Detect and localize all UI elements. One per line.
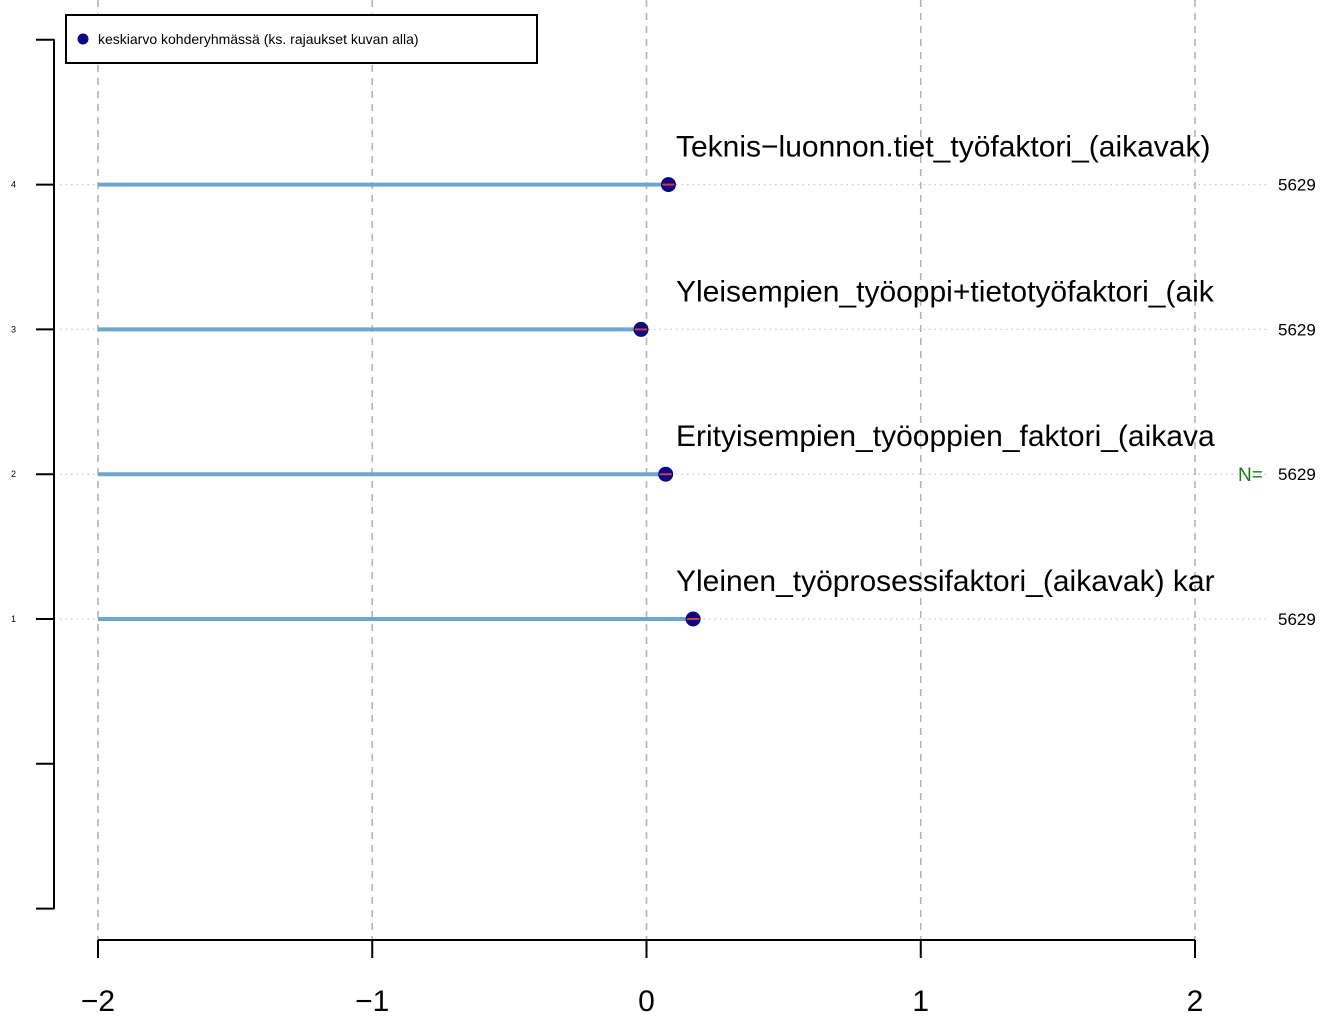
x-tick-label: −2	[81, 985, 115, 1016]
data-marks	[98, 177, 701, 627]
axes: −2 −1 0 1 2 1 2 3 4	[11, 38, 1204, 1016]
legend-point-marker	[77, 33, 89, 45]
variable-label: Erityisempien_työoppien_faktori_(aikava	[676, 420, 1215, 453]
x-tick-label: 0	[638, 985, 655, 1016]
grid	[60, 0, 1268, 940]
n-prefix: N=	[1238, 465, 1263, 486]
legend-box	[65, 14, 538, 64]
y-tick-label: 3	[11, 324, 16, 334]
variable-label: Yleisempien_työoppi+tietotyöfaktori_(aik	[676, 275, 1215, 308]
variable-label: Teknis−luonnon.tiet_työfaktori_(aikavak)	[676, 131, 1210, 164]
y-tick-label: 1	[11, 614, 16, 624]
y-tick-label: 2	[11, 469, 16, 479]
n-value: 5629	[1278, 465, 1316, 484]
variable-labels: Yleinen_työprosessifaktori_(aikavak) kar…	[676, 131, 1215, 598]
n-value: 5629	[1278, 176, 1316, 195]
x-tick-label: 1	[912, 985, 929, 1016]
x-tick-label: 2	[1187, 985, 1204, 1016]
y-tick-label: 4	[11, 180, 16, 190]
variable-label: Yleinen_työprosessifaktori_(aikavak) kar	[676, 565, 1215, 598]
n-value: 5629	[1278, 320, 1316, 339]
n-labels: 5629 5629 5629 5629 N=	[1238, 176, 1316, 629]
legend: keskiarvo kohderyhmässä (ks. rajaukset k…	[65, 14, 538, 64]
x-tick-label: −1	[355, 985, 389, 1016]
legend-label: keskiarvo kohderyhmässä (ks. rajaukset k…	[98, 31, 419, 47]
n-value: 5629	[1278, 610, 1316, 629]
